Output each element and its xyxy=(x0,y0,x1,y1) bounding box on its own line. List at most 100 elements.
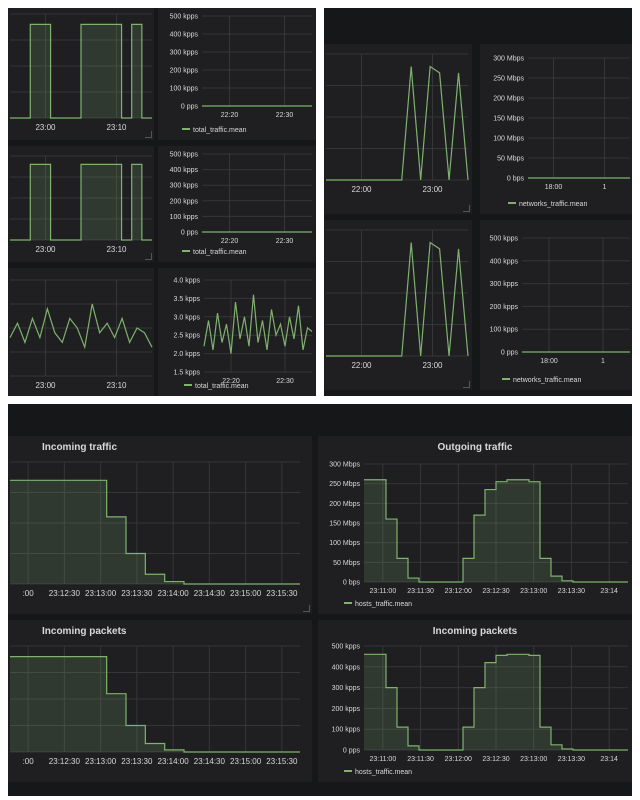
x-tick-label: :00 xyxy=(23,757,35,766)
x-tick-label: 23:15:00 xyxy=(230,757,262,766)
x-tick-label: 23:00 xyxy=(422,361,443,370)
panel-incoming-packets-right: Incoming packets 500 kpps 400 kpps 300 kpp… xyxy=(318,620,632,782)
panel-title: Incoming packets xyxy=(432,626,518,637)
panel-incoming-packets-left: Incoming packets :00 23:12:30 23:13:00 23:1… xyxy=(8,620,312,782)
series-area xyxy=(364,654,628,750)
y-tick-label: 0 bps xyxy=(343,580,361,587)
y-tick-label: 300 kpps xyxy=(170,50,199,57)
x-tick-label: 23:13:30 xyxy=(121,589,153,598)
x-tick-label: 23:14:30 xyxy=(194,589,226,598)
x-tick-label: 1 xyxy=(603,184,607,191)
y-tick-label: 400 kpps xyxy=(170,32,199,39)
y-tick-label: 300 Mbps xyxy=(493,56,524,63)
y-tick-label: 200 kpps xyxy=(490,304,519,311)
y-tick-label: 4.0 kpps xyxy=(174,278,201,285)
y-tick-label: 0 pps xyxy=(181,230,199,237)
y-tick-label: 100 kpps xyxy=(170,86,199,93)
screenshot-top-right: 22:00 23:00 300 Mbps 250 Mbps 200 Mbps 150 M… xyxy=(324,8,632,396)
y-tick-label: 2.5 kpps xyxy=(174,333,201,340)
x-tick-label: 18:00 xyxy=(540,358,558,365)
x-tick-label: 22:20 xyxy=(222,378,240,385)
legend-label: total_traffic.mean xyxy=(195,383,249,390)
y-tick-label: 0 pps xyxy=(181,104,199,111)
panel-networks-traffic-1: 300 Mbps 250 Mbps 200 Mbps 150 Mbps 100 Mbps… xyxy=(480,44,632,214)
x-tick-label: 23:12:30 xyxy=(49,589,81,598)
panel-outgoing-traffic: Outgoing traffic 300 Mbps 250 Mbps 200 Mbp… xyxy=(318,436,632,614)
y-tick-label: 100 kpps xyxy=(332,727,361,734)
panel-incoming-traffic: Incoming traffic :00 23:12:30 23:13:00 23:1… xyxy=(8,436,312,614)
x-tick-label: 23:12:30 xyxy=(482,588,509,595)
x-tick-label: 22:00 xyxy=(351,361,372,370)
x-tick-label: 23:15:00 xyxy=(230,589,262,598)
y-tick-label: 200 kpps xyxy=(170,68,199,75)
y-tick-label: 200 Mbps xyxy=(329,501,360,508)
panel-total-traffic-2: 500 kpps 400 kpps 300 kpps 200 kpps 100 kpps… xyxy=(158,146,316,262)
x-tick-label: 23:14:30 xyxy=(194,757,226,766)
y-tick-label: 250 Mbps xyxy=(329,481,360,488)
y-tick-label: 2.0 kpps xyxy=(174,351,201,358)
y-tick-label: 1.5 kpps xyxy=(174,370,201,377)
series-line xyxy=(10,163,152,241)
panel-resize-handle[interactable] xyxy=(303,605,310,612)
panel-title: Incoming packets xyxy=(42,626,127,637)
panel-traffic-small-3: 23:00 23:10 xyxy=(8,268,154,396)
x-tick-label: 23:11:30 xyxy=(407,588,434,595)
series-line xyxy=(10,479,300,585)
chart-total-traffic-2: 500 kpps 400 kpps 300 kpps 200 kpps 100 kpps… xyxy=(170,152,312,256)
x-tick-label: 23:11:30 xyxy=(407,756,434,763)
series-line xyxy=(364,479,628,583)
x-tick-label: 23:12:30 xyxy=(482,756,509,763)
y-tick-label: 100 kpps xyxy=(490,327,519,334)
x-tick-label: 23:12:30 xyxy=(49,757,81,766)
series-line xyxy=(10,23,152,119)
chart-total-traffic-3: 4.0 kpps 3.5 kpps 3.0 kpps 2.5 kpps 2.0 kpps… xyxy=(174,278,313,390)
legend-label: networks_traffic.mean xyxy=(513,377,581,384)
legend-label: total_traffic.mean xyxy=(193,127,247,134)
y-tick-label: 400 kpps xyxy=(170,167,199,174)
y-tick-label: 150 Mbps xyxy=(493,116,524,123)
x-tick-label: 23:14:00 xyxy=(158,589,190,598)
y-tick-label: 250 Mbps xyxy=(493,76,524,83)
y-tick-label: 0 bps xyxy=(507,176,525,183)
y-tick-label: 150 Mbps xyxy=(329,521,360,528)
chart-outgoing-traffic: 300 Mbps 250 Mbps 200 Mbps 150 Mbps 100 Mbps… xyxy=(329,462,628,608)
x-tick-label: 23:14 xyxy=(600,756,618,763)
x-tick-label: 18:00 xyxy=(545,184,563,191)
chart-networks-left-2: 22:00 23:00 xyxy=(326,229,469,370)
series-line xyxy=(326,241,469,357)
panel-resize-handle[interactable] xyxy=(463,205,470,212)
x-tick-label: 23:14 xyxy=(600,588,618,595)
y-tick-label: 0 pps xyxy=(343,748,361,755)
legend-label: hosts_traffic.mean xyxy=(355,601,412,608)
y-tick-label: 200 kpps xyxy=(332,706,361,713)
x-tick-label: 23:13:00 xyxy=(520,756,547,763)
x-tick-label: 22:30 xyxy=(276,112,294,119)
y-tick-label: 500 kpps xyxy=(332,644,361,651)
panel-resize-handle[interactable] xyxy=(145,131,152,138)
y-tick-label: 500 kpps xyxy=(490,236,519,243)
chart-traffic-small-3: 23:00 23:10 xyxy=(9,279,153,390)
y-tick-label: 100 Mbps xyxy=(493,136,524,143)
x-tick-label: 22:00 xyxy=(351,185,372,194)
series-line xyxy=(9,303,153,350)
series-line xyxy=(364,653,628,751)
y-tick-label: 300 kpps xyxy=(332,685,361,692)
legend-label: hosts_traffic.mean xyxy=(355,769,412,776)
legend-label: total_traffic.mean xyxy=(193,249,247,256)
x-tick-label: 23:11:00 xyxy=(369,588,396,595)
chart-networks-traffic-2: 500 kpps 400 kpps 300 kpps 200 kpps 100 kpps… xyxy=(490,236,630,384)
panel-resize-handle[interactable] xyxy=(145,253,152,260)
x-tick-label: 22:30 xyxy=(276,378,294,385)
y-tick-label: 500 kpps xyxy=(170,152,199,159)
x-tick-label: 23:10 xyxy=(106,381,127,390)
x-tick-label: 23:14:00 xyxy=(158,757,190,766)
panel-traffic-small-1: 23:00 23:10 xyxy=(8,8,154,140)
x-tick-label: 23:10 xyxy=(106,123,127,132)
x-tick-label: 23:15:30 xyxy=(266,589,298,598)
x-tick-label: 23:10 xyxy=(106,245,127,254)
panel-networks-traffic-2: 500 kpps 400 kpps 300 kpps 200 kpps 100 kpps… xyxy=(480,220,632,390)
panel-resize-handle[interactable] xyxy=(463,381,470,388)
x-tick-label: 23:13:30 xyxy=(121,757,153,766)
y-tick-label: 0 pps xyxy=(501,350,519,357)
